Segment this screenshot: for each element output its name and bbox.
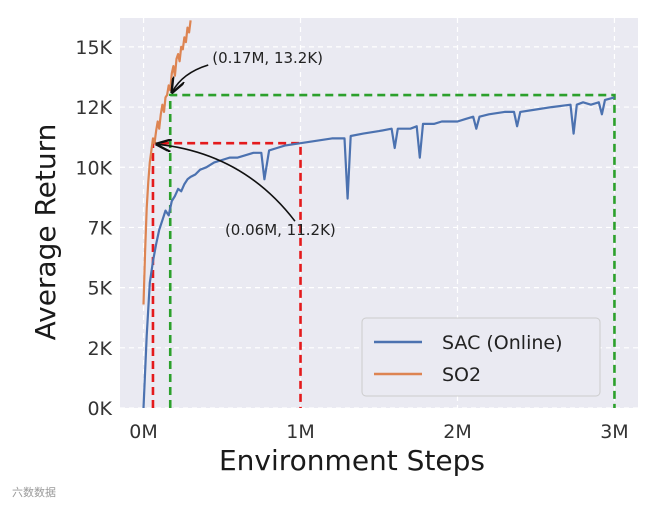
legend-box <box>361 317 601 397</box>
y-tick-label: 7K <box>87 217 112 239</box>
legend-label: SO2 <box>442 364 481 386</box>
y-tick-label: 2K <box>87 338 112 360</box>
series-lines <box>142 20 615 409</box>
y-axis-label: Average Return <box>29 124 62 341</box>
annotation-arrow <box>172 64 209 92</box>
annotation-label: (0.17M, 13.2K) <box>212 49 323 67</box>
x-axis-label: Environment Steps <box>219 444 485 477</box>
watermark: 六数数据 <box>12 485 56 499</box>
watermark-text: 六数数据 <box>12 485 56 499</box>
y-tick-label: 15K <box>75 37 112 59</box>
x-tick-label: 0M <box>129 421 157 443</box>
legend-label: SAC (Online) <box>442 332 563 354</box>
y-tick-label: 0K <box>87 398 112 420</box>
reference-line <box>168 93 616 408</box>
x-tick-label: 3M <box>600 421 628 443</box>
series-line <box>142 20 192 305</box>
reference-line <box>151 141 302 408</box>
reference-lines <box>151 93 616 408</box>
y-tick-label: 10K <box>75 157 112 179</box>
tick-labels: 0M 1M 2M 3M 0K 2K 5K 7K 10K 12K 15K <box>75 37 628 443</box>
x-tick-label: 2M <box>443 421 471 443</box>
annotation-label: (0.06M, 11.2K) <box>225 221 336 239</box>
legend: SAC (Online) SO2 <box>361 317 601 397</box>
series-line <box>142 96 615 409</box>
annotation-arrow <box>157 144 296 222</box>
annotations: (0.17M, 13.2K) (0.06M, 11.2K) <box>157 49 336 239</box>
x-tick-label: 1M <box>286 421 314 443</box>
y-tick-label: 5K <box>87 278 112 300</box>
y-tick-label: 12K <box>75 97 112 119</box>
